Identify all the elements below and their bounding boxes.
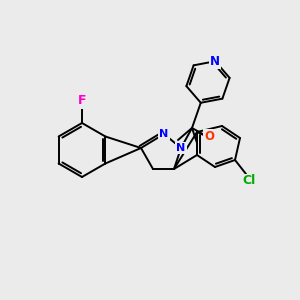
Text: Cl: Cl (242, 175, 256, 188)
Text: O: O (204, 130, 214, 142)
Text: N: N (159, 129, 169, 139)
Text: F: F (78, 94, 86, 107)
Text: N: N (176, 143, 186, 153)
Text: N: N (210, 55, 220, 68)
